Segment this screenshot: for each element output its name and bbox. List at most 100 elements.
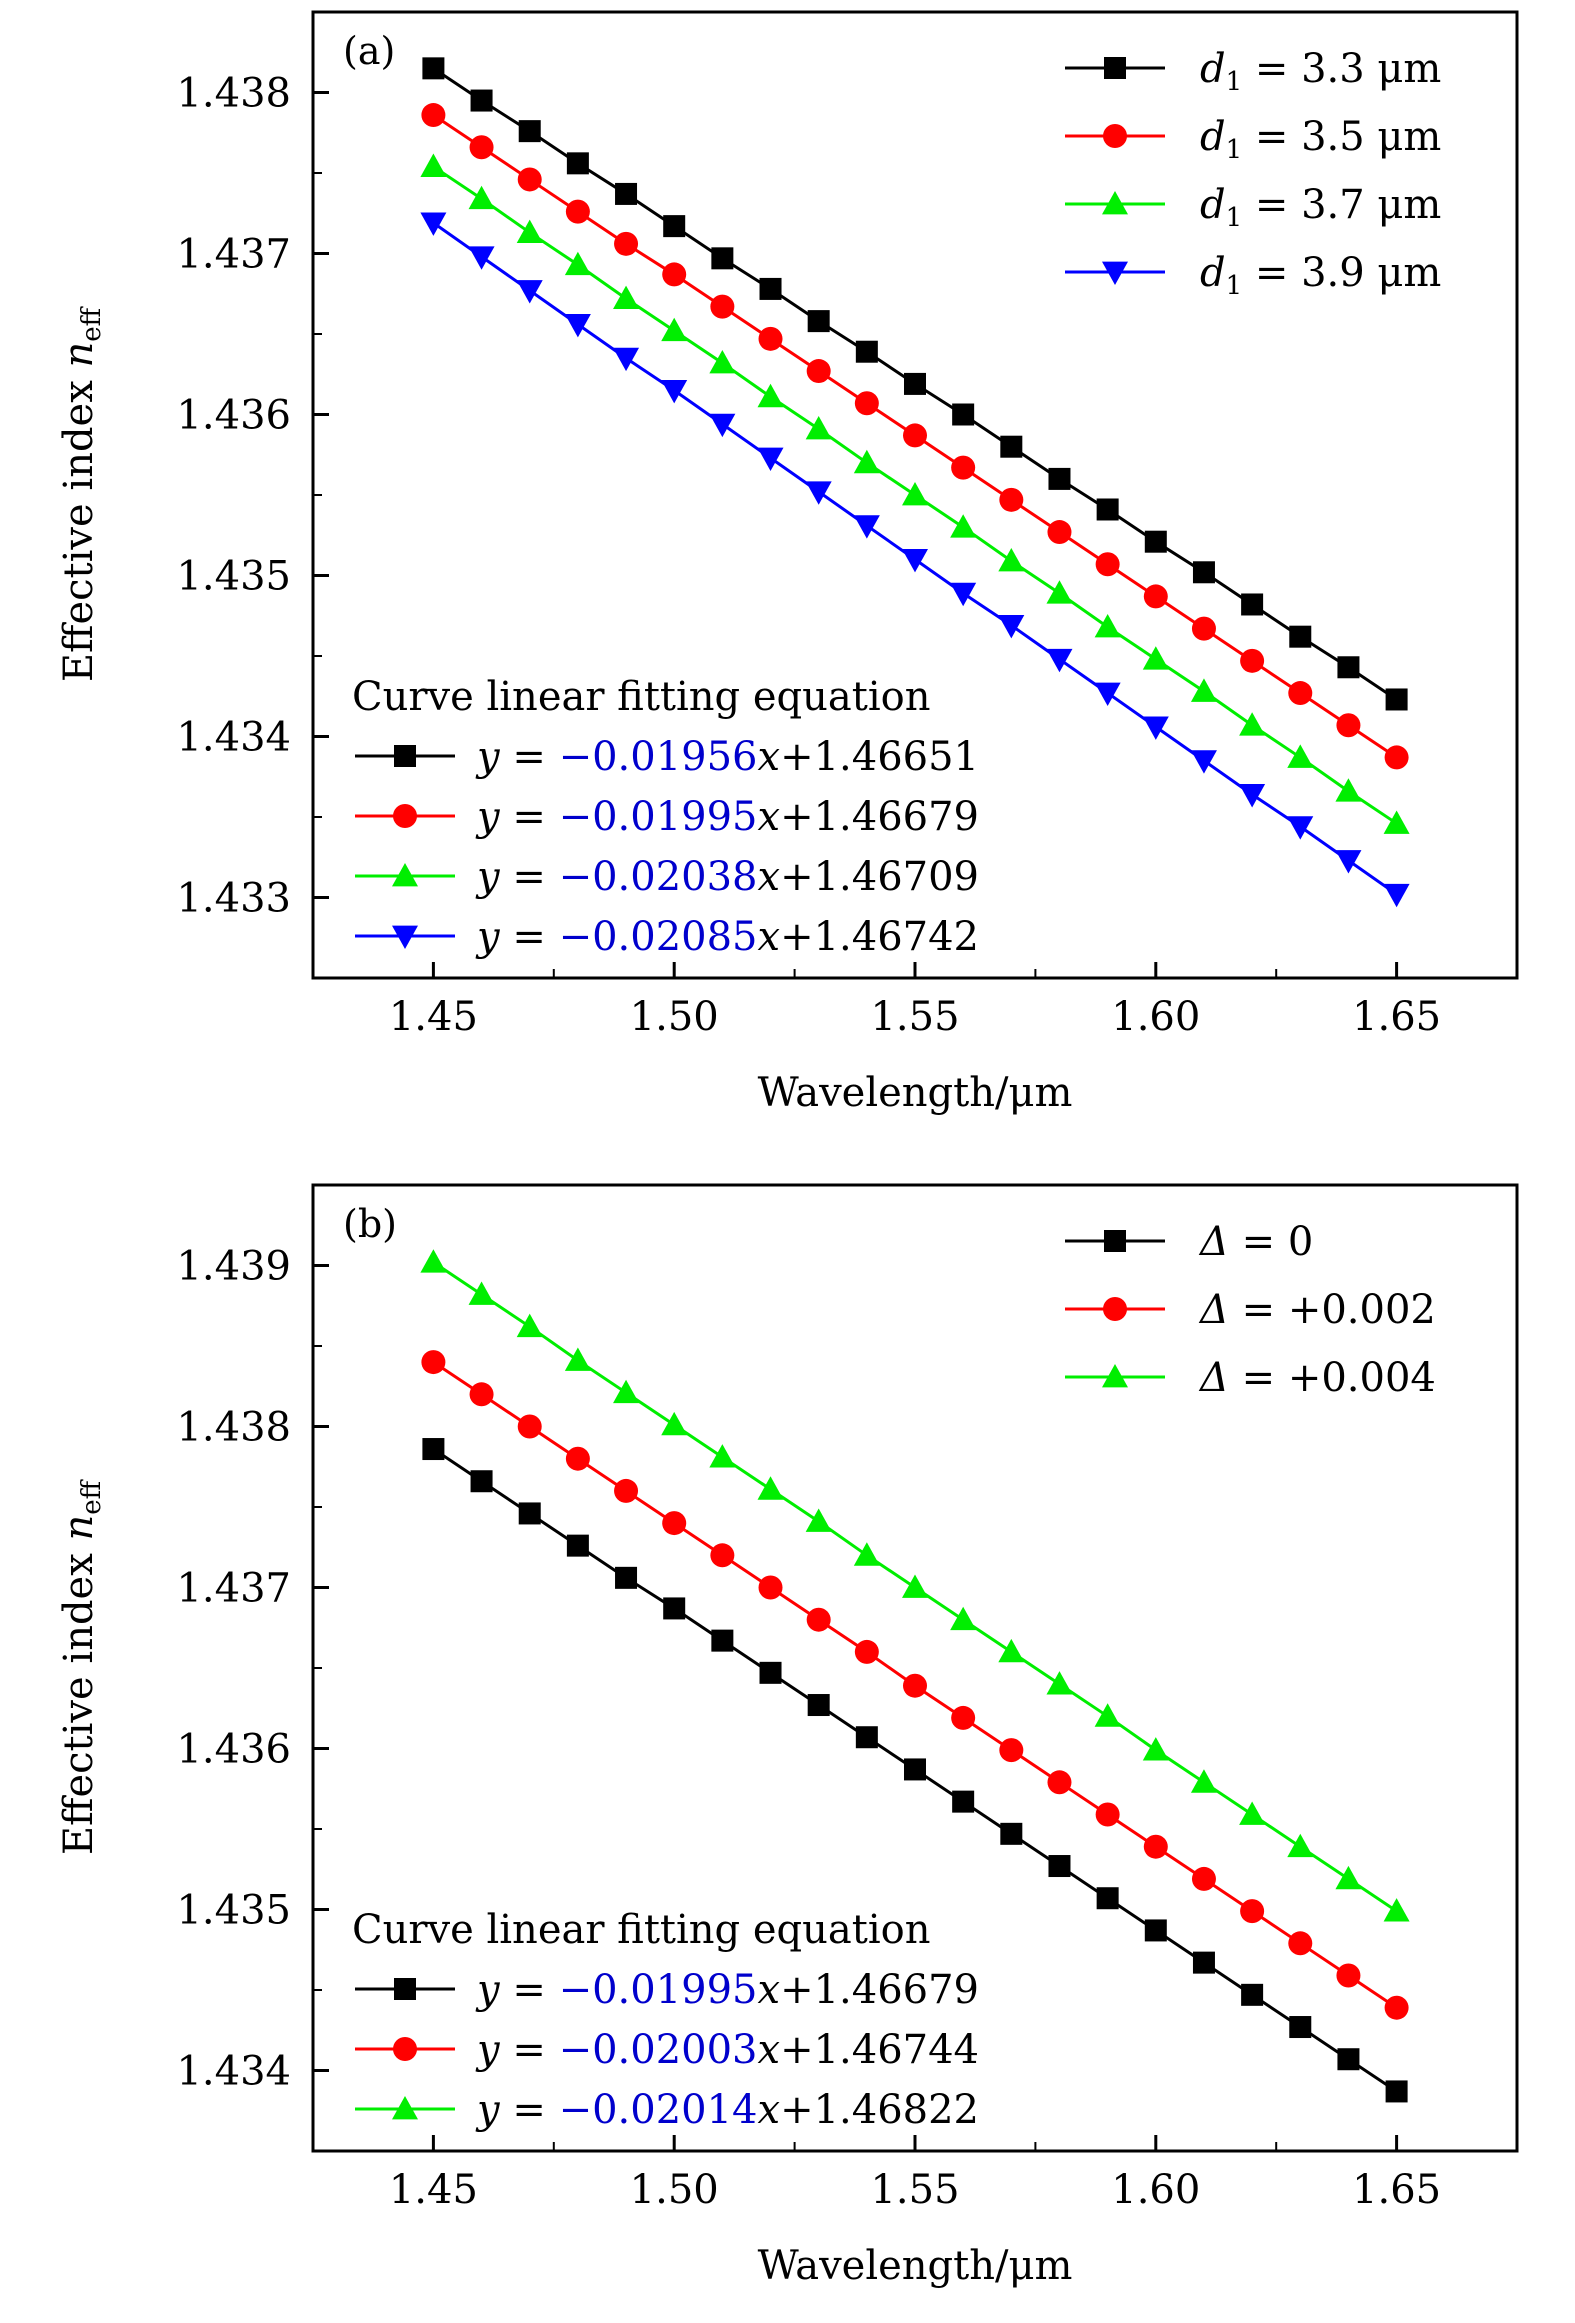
data-point: [1240, 648, 1265, 673]
data-point: [806, 1607, 831, 1632]
data-point: [709, 413, 736, 438]
data-point: [565, 199, 590, 224]
series-0: [422, 57, 1408, 711]
data-point: [1095, 552, 1120, 577]
text-span: eff: [77, 305, 107, 341]
data-point: [663, 1597, 686, 1620]
series-1: [421, 1350, 1409, 2020]
legend-entry: d1 = 3.3 μm: [1065, 46, 1441, 97]
text-span: +1.46679: [780, 1967, 979, 2013]
text-span: 1: [1226, 135, 1243, 165]
data-point: [998, 1638, 1025, 1663]
legend-marker: [1103, 124, 1127, 148]
x-tick-label: 1.55: [870, 994, 959, 1040]
data-point: [950, 514, 977, 538]
legend-entry: Δ = +0.004: [1065, 1355, 1436, 1401]
text-span: = +0.002: [1229, 1287, 1436, 1333]
data-point: [1094, 1703, 1121, 1727]
legend-marker: [1104, 1230, 1126, 1252]
text-span: d: [1200, 182, 1226, 228]
data-point: [759, 277, 782, 300]
fit-legend-entry: y = −0.01995x+1.46679: [355, 1967, 979, 2013]
data-point: [1096, 1887, 1119, 1910]
data-point: [710, 1543, 735, 1568]
text-span: y: [475, 2087, 501, 2133]
data-point: [807, 1694, 830, 1717]
data-point: [1289, 625, 1312, 648]
data-point: [516, 219, 543, 243]
data-point: [902, 549, 928, 573]
text-span: = 3.7 μm: [1242, 182, 1441, 228]
x-tick-label: 1.45: [389, 994, 478, 1040]
data-point: [1337, 2048, 1360, 2071]
data-point: [518, 1502, 541, 1525]
data-point: [615, 1566, 638, 1589]
data-point: [854, 391, 879, 416]
text-span: −0.02014: [559, 2087, 758, 2133]
data-point: [1287, 1833, 1314, 1858]
legend-label: d1 = 3.5 μm: [1200, 114, 1441, 165]
data-point: [517, 167, 542, 192]
data-point: [470, 89, 493, 112]
data-point: [614, 231, 639, 256]
text-span: y: [475, 734, 501, 780]
series-2: [420, 153, 1410, 834]
data-point: [1096, 498, 1119, 521]
data-point: [904, 372, 926, 395]
text-span: = +0.004: [1229, 1355, 1436, 1401]
data-point: [1287, 744, 1314, 768]
data-point: [661, 379, 688, 404]
data-point: [1385, 688, 1408, 711]
data-point: [759, 1661, 782, 1684]
data-point: [709, 1444, 736, 1468]
text-span: =: [500, 2027, 559, 2073]
data-point: [661, 1411, 688, 1436]
data-point: [1144, 530, 1167, 553]
data-point: [805, 1508, 832, 1532]
data-point: [1094, 614, 1121, 638]
data-point: [469, 1382, 494, 1407]
data-point: [853, 515, 880, 539]
data-point: [805, 481, 832, 505]
fit-equation: y = −0.02085x+1.46742: [475, 914, 979, 960]
data-point: [1190, 1769, 1217, 1793]
x-tick-label: 1.45: [389, 2167, 478, 2213]
y-tick-label: 1.434: [176, 715, 291, 761]
text-span: x: [758, 854, 781, 900]
data-point: [807, 310, 830, 333]
data-point: [564, 1347, 591, 1371]
data-point: [1192, 561, 1215, 584]
text-span: x: [758, 734, 781, 780]
series-3: [420, 212, 1410, 908]
legend-marker: [1104, 57, 1126, 79]
fit-equation: y = −0.01995x+1.46679: [475, 794, 979, 840]
text-span: =: [500, 914, 559, 960]
panel-label: (b): [343, 1202, 397, 1246]
text-span: d: [1200, 250, 1226, 296]
data-point: [1190, 750, 1217, 774]
data-point: [661, 317, 688, 342]
text-span: d: [1200, 114, 1226, 160]
data-point: [468, 246, 495, 270]
data-point: [1047, 1770, 1072, 1795]
data-point: [853, 1542, 880, 1566]
text-span: −0.01995: [559, 1967, 758, 2013]
y-tick-label: 1.433: [176, 876, 291, 922]
text-span: Δ: [1198, 1355, 1229, 1401]
fit-legend-title: Curve linear fitting equation: [352, 674, 930, 720]
y-tick-label: 1.439: [176, 1244, 291, 1290]
data-point: [1000, 1822, 1023, 1845]
text-span: y: [475, 854, 501, 900]
data-point: [1046, 580, 1073, 604]
x-tick-label: 1.55: [870, 2167, 959, 2213]
fit-legend-marker: [392, 925, 418, 949]
data-point: [904, 1758, 926, 1781]
text-span: = 0: [1229, 1219, 1313, 1265]
data-point: [421, 103, 446, 128]
data-point: [952, 403, 975, 426]
data-point: [566, 152, 589, 175]
data-point: [469, 135, 494, 160]
data-point: [518, 120, 541, 143]
legend-marker: [1103, 1297, 1127, 1321]
